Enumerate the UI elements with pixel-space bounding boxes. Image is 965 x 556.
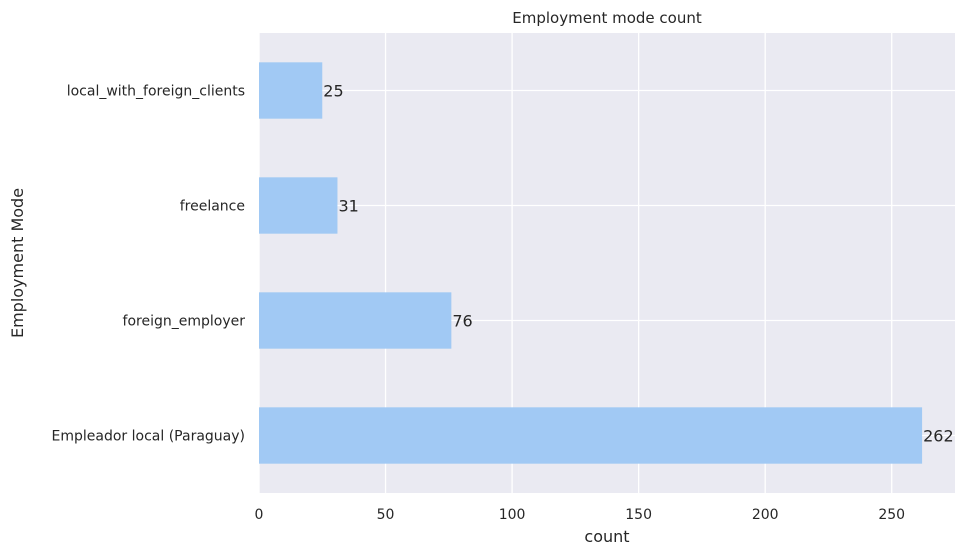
bar-value-label: 262 bbox=[923, 427, 954, 446]
bar bbox=[259, 177, 338, 234]
y-tick-label: Empleador local (Paraguay) bbox=[52, 429, 245, 445]
x-tick-label: 100 bbox=[499, 507, 526, 523]
bar bbox=[259, 292, 452, 349]
y-axis-label: Employment Mode bbox=[8, 188, 27, 338]
bar-value-label: 76 bbox=[452, 312, 472, 331]
bar-value-label: 31 bbox=[338, 197, 358, 216]
y-tick-label: freelance bbox=[180, 199, 245, 215]
x-tick-labels: 0 50 100 150 200 250 bbox=[255, 507, 906, 523]
y-tick-label: foreign_employer bbox=[123, 314, 246, 330]
y-tick-labels: local_with_foreign_clients freelance forei… bbox=[52, 84, 246, 445]
chart-title: Employment mode count bbox=[512, 9, 702, 27]
x-tick-label: 200 bbox=[752, 507, 779, 523]
y-tick-label: local_with_foreign_clients bbox=[67, 84, 245, 100]
bar bbox=[259, 407, 923, 464]
bar bbox=[259, 62, 323, 119]
x-tick-label: 0 bbox=[255, 507, 264, 523]
bar-value-label: 25 bbox=[323, 82, 343, 101]
x-tick-label: 250 bbox=[878, 507, 905, 523]
bars bbox=[259, 62, 923, 464]
x-tick-label: 50 bbox=[377, 507, 395, 523]
data-labels: 25 31 76 262 bbox=[323, 82, 953, 446]
x-axis-label: count bbox=[584, 527, 629, 546]
x-tick-label: 150 bbox=[625, 507, 652, 523]
